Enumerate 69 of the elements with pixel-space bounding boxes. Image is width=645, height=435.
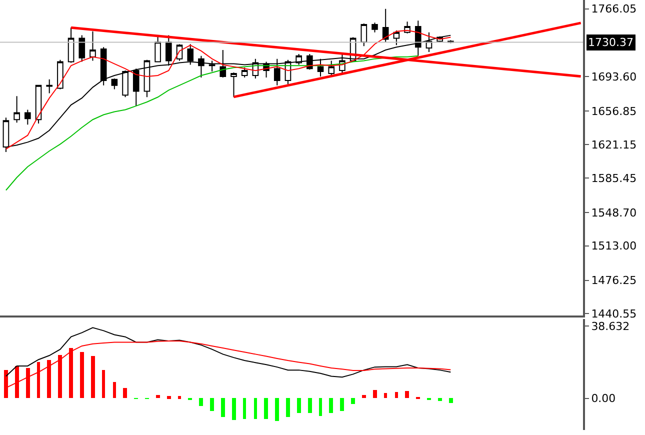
- y-tick-label: 1548.70: [591, 206, 637, 220]
- candlestick: [100, 46, 107, 86]
- candlestick: [14, 96, 20, 124]
- bar: [243, 398, 246, 420]
- bar: [210, 398, 214, 412]
- bar: [329, 398, 333, 414]
- candlestick: [68, 26, 74, 64]
- bar: [254, 398, 257, 420]
- candlestick: [78, 34, 86, 62]
- bar: [264, 398, 268, 420]
- bar: [123, 388, 127, 398]
- candlestick: [328, 60, 335, 76]
- y-tick-label: 1621.15: [591, 138, 637, 152]
- candlestick: [317, 58, 324, 78]
- candlestick: [90, 30, 96, 62]
- y-tick-label: 1656.85: [591, 104, 637, 118]
- candlestick: [198, 55, 204, 78]
- candlestick: [35, 84, 42, 124]
- bar: [405, 391, 409, 398]
- candlestick: [57, 59, 64, 90]
- bar: [91, 356, 95, 398]
- y-tick-label: 1693.60: [591, 70, 637, 84]
- bar: [362, 395, 366, 398]
- y-tick-label: 1585.45: [591, 172, 637, 185]
- bar: [102, 370, 105, 398]
- bar: [438, 398, 442, 402]
- candlestick: [220, 50, 226, 78]
- bar: [384, 393, 387, 398]
- y-tick-label: 1440.55: [591, 308, 637, 321]
- bar: [232, 398, 236, 420]
- bar: [319, 398, 322, 416]
- candlestick: [241, 67, 248, 78]
- bar: [199, 398, 203, 406]
- candlestick: [360, 23, 368, 47]
- candlestick: [208, 60, 216, 72]
- y-tick-label: 1766.05: [591, 2, 637, 16]
- bar: [113, 382, 116, 398]
- y-tick-label: 1476.25: [591, 274, 637, 288]
- ref-line-label: 1730.37: [588, 36, 634, 49]
- bar: [308, 398, 312, 414]
- candlestick: [154, 34, 161, 62]
- bar: [351, 398, 355, 404]
- bar: [286, 398, 290, 418]
- candlestick: [122, 70, 128, 98]
- bar: [395, 392, 398, 398]
- candlestick: [46, 78, 53, 94]
- y-tick-label: 38.632: [591, 320, 630, 333]
- candlestick: [382, 8, 389, 43]
- y-tick-label: 0.00: [591, 392, 616, 406]
- candlestick: [372, 22, 378, 33]
- bar: [221, 398, 225, 418]
- line-series: [5, 55, 419, 191]
- candlestick: [24, 109, 31, 126]
- line-series: [5, 327, 452, 378]
- bar: [340, 398, 344, 412]
- bar: [80, 352, 84, 398]
- bar: [156, 395, 160, 398]
- bar: [178, 396, 181, 400]
- candlestick: [230, 72, 237, 98]
- candlestick: [132, 68, 140, 106]
- candlestick: [187, 44, 194, 66]
- y-tick-label: 1513.00: [591, 240, 637, 253]
- candlestick: [111, 78, 118, 90]
- bar: [373, 390, 377, 398]
- bar: [297, 398, 301, 414]
- bar: [275, 398, 279, 422]
- bar: [449, 398, 453, 404]
- bar: [167, 396, 171, 400]
- candlestick: [274, 58, 280, 86]
